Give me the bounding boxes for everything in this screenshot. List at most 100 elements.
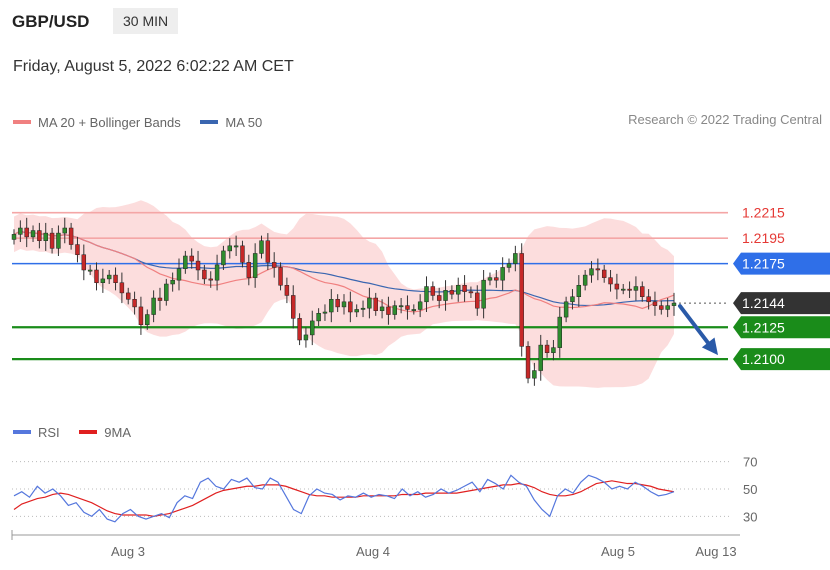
header: GBP/USD 30 MIN <box>0 0 830 40</box>
level-label-bg-3 <box>733 292 830 315</box>
level-label-2: 1.2175 <box>742 256 785 272</box>
candle-body <box>341 301 347 308</box>
candle-body <box>278 267 283 286</box>
candle-body <box>449 290 455 295</box>
legend-item-rsi: RSI <box>13 425 60 440</box>
candle-body <box>214 264 220 281</box>
x-tick-label: Aug 13 <box>695 544 736 559</box>
candle-body <box>633 286 639 291</box>
candle-body <box>494 277 499 281</box>
timeframe-badge[interactable]: 30 MIN <box>113 8 179 34</box>
candle-body <box>671 302 677 306</box>
candles <box>11 217 677 386</box>
candle-body <box>500 267 505 281</box>
candle-body <box>240 245 245 263</box>
candle-body <box>665 305 670 310</box>
level-label-3: 1.2144 <box>742 295 785 311</box>
level-label-0: 1.2215 <box>742 205 785 221</box>
candle-body <box>506 263 512 268</box>
candle-body <box>271 262 277 268</box>
candle-body <box>659 305 664 310</box>
candle-body <box>563 301 569 318</box>
candle-body <box>405 305 410 310</box>
bollinger-band <box>14 200 674 388</box>
copyright-text: Research © 2022 Trading Central <box>628 112 822 127</box>
candle-body <box>329 299 334 313</box>
candle-body <box>367 297 372 309</box>
level-label-bg-4 <box>733 316 830 339</box>
candle-body <box>189 255 194 262</box>
candle-body <box>417 301 423 310</box>
candle-body <box>81 254 87 271</box>
forecast-arrow-head <box>701 337 718 356</box>
x-tick-label: Aug 4 <box>356 544 390 559</box>
candle-body <box>227 245 232 252</box>
x-axis: Aug 3 Aug 4 Aug 5 Aug 13 <box>11 530 740 559</box>
candle-body <box>157 297 163 301</box>
symbol-title: GBP/USD <box>12 12 90 31</box>
candle-body <box>601 269 607 278</box>
candle-body <box>621 288 626 291</box>
candle-body <box>513 253 518 264</box>
candle-body <box>608 277 613 285</box>
candle-body <box>538 344 543 371</box>
candle-body <box>436 295 442 301</box>
candle-body <box>49 232 55 249</box>
candle-body <box>335 299 340 308</box>
candle-body <box>640 286 645 297</box>
candle-body <box>252 253 258 278</box>
candle-body <box>18 227 23 235</box>
chart-datetime: Friday, August 5, 2022 6:02:22 AM CET <box>13 58 294 75</box>
candle-body <box>56 232 61 249</box>
candle-body <box>481 279 486 309</box>
candle-body <box>468 291 474 294</box>
rsi-line <box>13 474 675 523</box>
candle-body <box>145 314 150 325</box>
candle-body <box>456 285 461 295</box>
level-label-5: 1.2100 <box>742 351 785 367</box>
candle-body <box>170 279 175 285</box>
level-lines <box>12 211 728 361</box>
candle-body <box>519 253 524 347</box>
legend-item-ma20: MA 20 + Bollinger Bands <box>13 115 181 130</box>
level-label-bg-5 <box>733 348 830 371</box>
candle-body <box>208 278 213 281</box>
candle-body <box>303 334 309 341</box>
legend-item-9ma: 9MA <box>79 425 131 440</box>
candle-body <box>411 309 417 311</box>
level-label-4: 1.2125 <box>742 319 785 335</box>
candle-body <box>557 316 562 348</box>
candle-body <box>379 306 385 311</box>
candle-body <box>94 269 99 283</box>
candle-body <box>37 230 42 241</box>
candle-body <box>30 230 36 238</box>
candle-body <box>392 305 397 315</box>
candle-body <box>475 292 480 309</box>
candle-body <box>532 370 537 379</box>
rsi-9ma-line <box>13 480 675 517</box>
candle-body <box>11 234 17 240</box>
candle-body <box>68 227 74 245</box>
legend-swatch-ma20 <box>13 120 31 124</box>
candle-body <box>582 274 588 286</box>
candle-body <box>195 260 201 271</box>
candle-body <box>265 240 271 263</box>
candle-body <box>291 295 296 319</box>
candle-body <box>316 313 321 322</box>
legend-swatch-ma50 <box>200 120 219 124</box>
candle-body <box>75 244 80 255</box>
candle-body <box>424 286 429 303</box>
candle-body <box>221 250 226 266</box>
legend-label-ma20: MA 20 + Bollinger Bands <box>38 114 181 130</box>
candle-body <box>589 268 594 276</box>
candle-body <box>113 274 118 283</box>
candle-body <box>119 282 125 294</box>
candle-body <box>202 269 207 280</box>
candle-body <box>297 318 302 341</box>
level-label-1: 1.2195 <box>742 230 785 246</box>
main-legend: MA 20 + Bollinger Bands MA 50 <box>13 112 278 130</box>
candle-body <box>348 301 353 313</box>
candle-body <box>443 290 448 301</box>
legend-item-ma50: MA 50 <box>200 115 262 130</box>
legend-swatch-9ma <box>79 430 98 434</box>
